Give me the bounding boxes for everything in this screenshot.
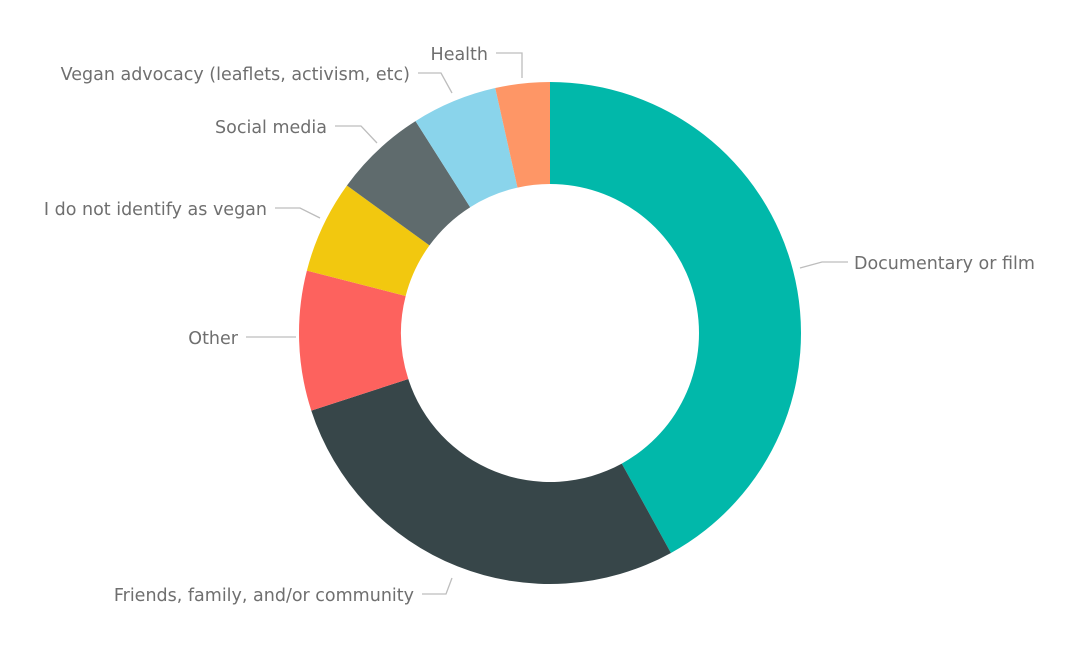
slice-labels: Documentary or film Friends, family, and/… — [44, 45, 1035, 606]
label-friends-family-and-or-community: Friends, family, and/or community — [114, 586, 414, 606]
slice-other — [298, 270, 409, 411]
slice-i-do-not-identify-as-vegan — [306, 185, 430, 296]
slice-friends-family-and-or-community — [311, 379, 671, 584]
label-other: Other — [188, 329, 238, 349]
label-health: Health — [431, 45, 488, 65]
slice-health — [495, 82, 550, 188]
donut-slices — [298, 82, 802, 584]
leader-line-social-media — [335, 125, 378, 144]
slice-social-media — [346, 121, 471, 246]
label-i-do-not-identify-as-vegan: I do not identify as vegan — [44, 200, 267, 220]
label-documentary-or-film: Documentary or film — [854, 254, 1035, 274]
leader-line-i-do-not-identify-as-vegan — [275, 207, 321, 219]
slice-vegan-advocacy-leaflets-activism-etc — [415, 88, 518, 208]
leader-line-documentary-or-film — [799, 261, 848, 269]
leader-line-health — [496, 52, 523, 78]
leader-lines — [246, 52, 848, 595]
leader-line-friends-family-and-or-community — [422, 577, 453, 595]
label-social-media: Social media — [215, 118, 327, 138]
leader-line-vegan-advocacy-leaflets-activism-etc — [418, 72, 453, 94]
label-vegan-advocacy-leaflets-activism-etc: Vegan advocacy (leaflets, activism, etc) — [61, 65, 410, 85]
slice-documentary-or-film — [550, 82, 802, 553]
